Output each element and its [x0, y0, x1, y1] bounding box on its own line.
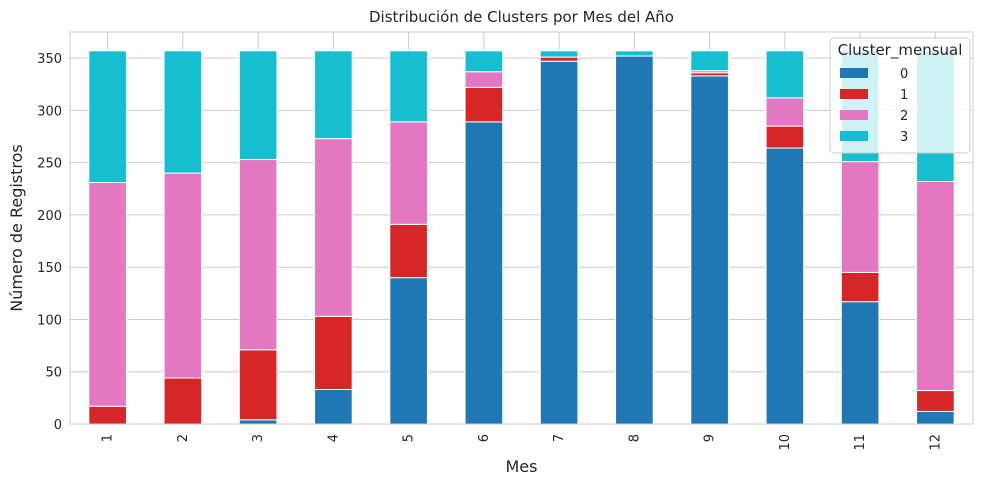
bar-segment-cluster-3	[389, 50, 428, 123]
bar-segment-cluster-2	[840, 161, 880, 273]
legend-swatch-cluster-2	[840, 110, 868, 120]
legend: Cluster_mensual 0 1 2 3	[829, 37, 971, 154]
bar-segment-cluster-1	[88, 405, 127, 425]
y-tick-label: 50	[45, 366, 62, 381]
bar-segment-cluster-1	[389, 223, 428, 279]
x-tick-label: 12	[928, 434, 943, 451]
bar-segment-cluster-2	[765, 97, 805, 127]
bar-segment-cluster-3	[690, 50, 729, 72]
bar-segment-cluster-0	[314, 389, 353, 425]
x-tick-label: 11	[853, 434, 868, 451]
legend-label-cluster-1: 1	[900, 88, 908, 103]
bar-segment-cluster-1	[539, 56, 579, 62]
x-tick-label: 4	[326, 434, 341, 442]
y-axis-title: Número de Registros	[7, 144, 26, 312]
bar-segment-cluster-2	[163, 172, 203, 379]
y-tick-label: 0	[54, 418, 62, 433]
bar-segment-cluster-0	[840, 301, 880, 425]
bar-segment-cluster-0	[464, 121, 504, 425]
bar-segment-cluster-0	[539, 60, 579, 425]
y-tick-label: 350	[37, 52, 62, 67]
bar-segment-cluster-1	[314, 315, 353, 391]
x-tick-label: 7	[552, 434, 567, 442]
plot-frame	[69, 31, 974, 425]
y-tick-label: 100	[37, 313, 62, 328]
y-tick-label: 300	[37, 104, 62, 119]
bar-segment-cluster-3	[615, 50, 654, 57]
bar-segment-cluster-2	[916, 180, 955, 392]
y-tick-label: 150	[37, 261, 62, 276]
x-tick-label: 5	[402, 434, 417, 442]
bar-segment-cluster-1	[238, 349, 278, 421]
x-tick-label: 10	[778, 434, 793, 451]
chart-title: Distribución de Clusters por Mes del Año	[369, 8, 674, 26]
x-axis-title: Mes	[506, 457, 538, 476]
legend-swatch-cluster-1	[840, 89, 868, 99]
bar-segment-cluster-3	[464, 50, 504, 73]
bar-segment-cluster-0	[690, 75, 729, 425]
legend-swatch-cluster-0	[840, 68, 868, 78]
bar-segment-cluster-3	[314, 50, 353, 140]
x-tick-label: 6	[477, 434, 492, 442]
bar-segment-cluster-0	[389, 277, 428, 425]
legend-label-cluster-0: 0	[900, 67, 908, 82]
legend-label-cluster-3: 3	[900, 130, 908, 145]
bar-segment-cluster-0	[615, 55, 654, 425]
bar-segment-cluster-2	[389, 121, 428, 225]
bar-segment-cluster-1	[464, 86, 504, 123]
x-tick-label: 2	[176, 434, 191, 442]
bar-segment-cluster-3	[88, 50, 127, 184]
x-tick-label: 8	[627, 434, 642, 442]
y-tick-label: 200	[37, 209, 62, 224]
x-tick-label: 3	[251, 434, 266, 442]
legend-label-cluster-2: 2	[900, 109, 908, 124]
x-tick-label: 9	[703, 434, 718, 442]
bar-segment-cluster-0	[916, 410, 955, 425]
bars-layer	[88, 50, 955, 425]
bar-segment-cluster-3	[163, 50, 203, 174]
bar-segment-cluster-3	[238, 50, 278, 161]
bar-segment-cluster-0	[238, 419, 278, 425]
bar-segment-cluster-2	[464, 71, 504, 88]
bar-segment-cluster-1	[840, 271, 880, 303]
bar-segment-cluster-1	[765, 125, 805, 149]
bar-segment-cluster-2	[88, 182, 127, 407]
bar-segment-cluster-1	[163, 377, 203, 425]
bar-segment-cluster-2	[238, 159, 278, 351]
bar-segment-cluster-1	[916, 390, 955, 412]
bar-segment-cluster-2	[314, 138, 353, 317]
bar-segment-cluster-3	[765, 50, 805, 99]
legend-swatch-cluster-3	[840, 131, 868, 141]
y-tick-label: 250	[37, 157, 62, 172]
x-tick-label: 1	[101, 434, 116, 442]
bar-segment-cluster-0	[765, 147, 805, 425]
legend-box	[829, 37, 971, 154]
legend-title: Cluster_mensual	[838, 41, 963, 60]
bar-segment-cluster-3	[539, 50, 579, 58]
